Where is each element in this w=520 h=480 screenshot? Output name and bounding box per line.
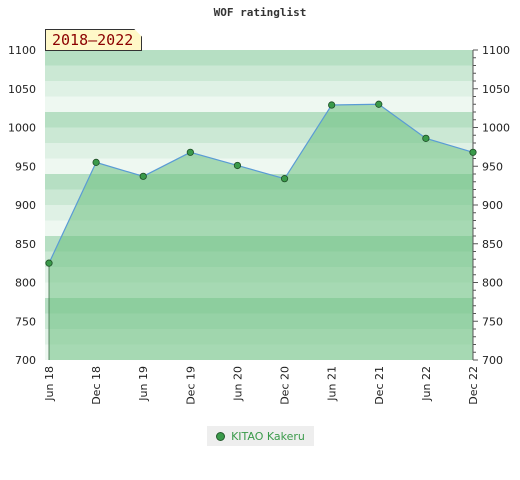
x-tick-label: Jun 22 bbox=[420, 366, 433, 402]
x-tick-label: Jun 19 bbox=[137, 366, 150, 402]
y-tick-label-left: 850 bbox=[15, 238, 36, 251]
chart-title: WOF ratinglist bbox=[213, 6, 307, 19]
right-axis: 700 750 800 850 900 950 1000 1050 1100 bbox=[472, 44, 510, 367]
y-tick-label-right: 850 bbox=[482, 238, 503, 251]
x-tick-label: Dec 22 bbox=[467, 366, 480, 405]
background-band bbox=[45, 65, 473, 81]
legend-label: KITAO Kakeru bbox=[231, 429, 305, 443]
y-tick-label-right: 700 bbox=[482, 354, 503, 367]
data-point bbox=[139, 172, 147, 180]
y-tick-label-right: 1050 bbox=[482, 83, 510, 96]
background-band bbox=[45, 50, 473, 66]
y-tick-label-right: 1100 bbox=[482, 44, 510, 57]
x-axis: Jun 18 Dec 18 Jun 19 Dec 19 Jun 20 Dec 20 Jun … bbox=[43, 366, 480, 405]
y-tick-label-right: 800 bbox=[482, 277, 503, 290]
x-tick-label: Dec 21 bbox=[373, 366, 386, 405]
area-layer bbox=[48, 103, 474, 360]
y-tick-label-right: 1000 bbox=[482, 122, 510, 135]
x-tick-label: Dec 19 bbox=[184, 366, 197, 405]
y-tick-label-right: 750 bbox=[482, 315, 503, 328]
series-area bbox=[49, 104, 473, 360]
series-line bbox=[48, 103, 474, 264]
left-axis: 700 750 800 850 900 950 1000 1050 1100 bbox=[8, 44, 36, 367]
background-band bbox=[45, 96, 473, 112]
background-band bbox=[45, 112, 473, 128]
data-point bbox=[375, 100, 383, 108]
x-tick-label: Dec 20 bbox=[279, 366, 292, 405]
y-tick-label-left: 800 bbox=[15, 277, 36, 290]
data-point bbox=[422, 134, 430, 142]
data-point bbox=[45, 259, 53, 267]
y-tick-label-left: 900 bbox=[15, 199, 36, 212]
x-tick-label: Jun 18 bbox=[43, 366, 56, 402]
y-tick-label-left: 700 bbox=[15, 354, 36, 367]
y-tick-label-left: 1050 bbox=[8, 83, 36, 96]
y-tick-label-left: 1000 bbox=[8, 122, 36, 135]
y-tick-label-right: 950 bbox=[482, 160, 503, 173]
data-point bbox=[92, 158, 100, 166]
data-point bbox=[469, 148, 477, 156]
y-tick-label-left: 950 bbox=[15, 160, 36, 173]
x-tick-label: Jun 21 bbox=[326, 366, 339, 402]
y-tick-label-left: 1100 bbox=[8, 44, 36, 57]
data-points bbox=[45, 100, 477, 360]
legend-marker-icon bbox=[216, 431, 226, 441]
y-tick-label-left: 750 bbox=[15, 315, 36, 328]
x-tick-label: Jun 20 bbox=[231, 366, 244, 402]
data-point bbox=[280, 175, 289, 183]
period-badge: 2018–2022 bbox=[45, 29, 142, 51]
x-tick-label: Dec 18 bbox=[90, 366, 103, 405]
y-tick-label-right: 900 bbox=[482, 199, 503, 212]
legend[interactable]: KITAO Kakeru bbox=[207, 426, 314, 446]
data-point bbox=[233, 161, 242, 170]
background-band bbox=[45, 81, 473, 97]
data-point bbox=[328, 101, 336, 109]
data-point bbox=[186, 148, 194, 156]
